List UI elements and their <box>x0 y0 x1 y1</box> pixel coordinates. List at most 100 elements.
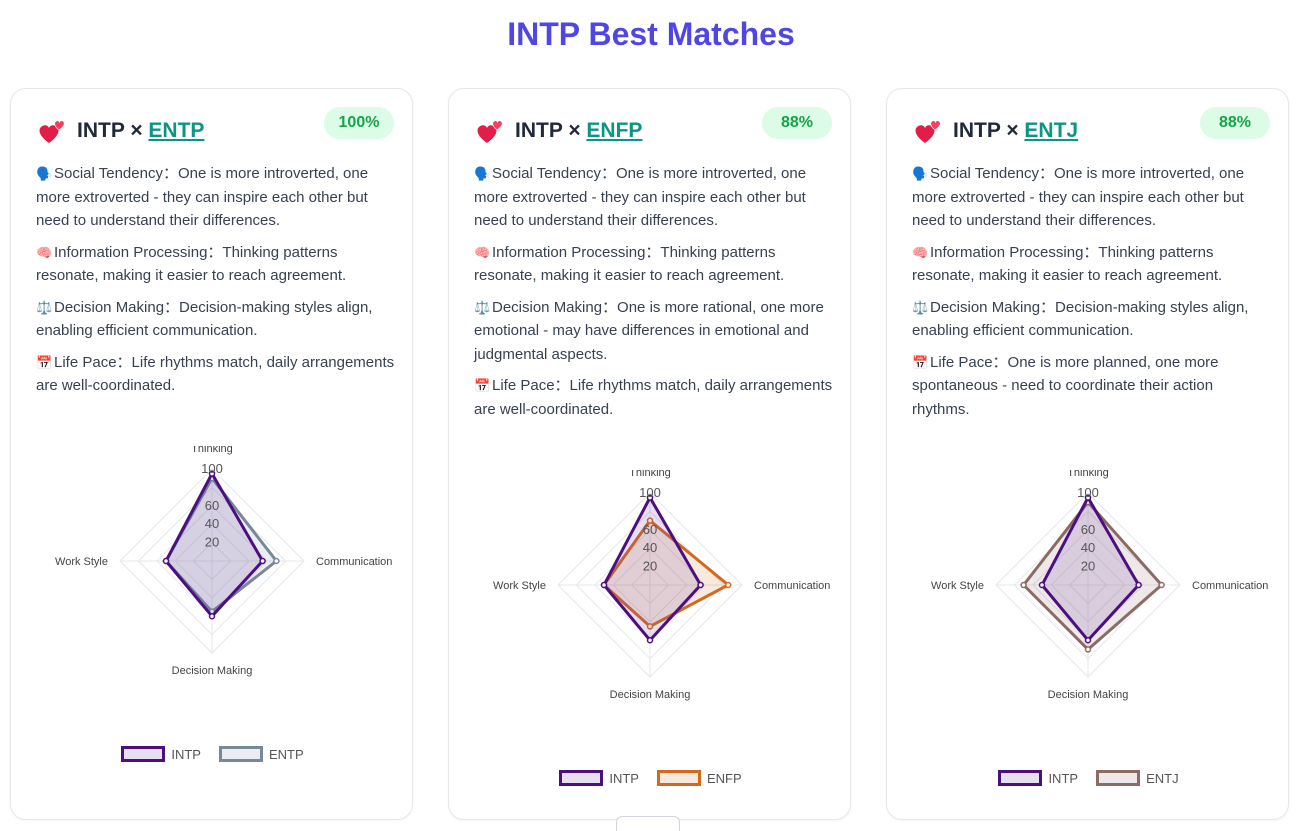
legend-item-entp[interactable]: ENTP <box>218 746 304 762</box>
card-header: INTP × ENTP <box>37 117 204 145</box>
chart-legend: INTP ENTJ <box>887 770 1290 786</box>
trait-information: 🧠 Information Processing：Thinking pattern… <box>474 241 834 288</box>
trait-life-pace: 📅 Life Pace：One is more planned, one more… <box>912 351 1272 422</box>
tick-label: 40 <box>205 516 219 531</box>
match-card-enfp: INTP × ENFP 88% 🗣️ Social Tendency：One is… <box>448 88 851 820</box>
page-title: INTP Best Matches <box>507 16 795 52</box>
data-point <box>208 612 216 620</box>
axis-label: Communication <box>754 580 830 592</box>
balance-scale-icon: ⚖️ <box>36 299 53 315</box>
radar-chart: 20 40 60 100 Thinking Communication Decision M… <box>931 470 1268 701</box>
data-point <box>1084 646 1092 653</box>
axis-label: Decision Making <box>610 689 691 701</box>
axis-label: Communication <box>316 556 392 568</box>
brain-icon: 🧠 <box>474 244 491 260</box>
legend-item-intp[interactable]: INTP <box>559 770 639 786</box>
data-point <box>646 494 654 501</box>
score-badge: 88% <box>762 107 832 139</box>
tick-label: 100 <box>201 461 223 476</box>
tick-label: 60 <box>205 498 219 513</box>
balance-scale-icon: ⚖️ <box>912 299 929 315</box>
trait-decision: ⚖️ Decision Making：One is more rational, … <box>474 296 834 367</box>
trait-list: 🗣️ Social Tendency：One is more introverte… <box>912 162 1272 429</box>
data-point <box>1084 494 1092 501</box>
legend-swatch <box>998 770 1043 786</box>
brain-icon: 🧠 <box>36 244 53 260</box>
match-type-link[interactable]: ENFP <box>586 119 643 142</box>
axis-label: Thinking <box>1067 470 1109 479</box>
calendar-icon: 📅 <box>36 354 53 370</box>
data-point <box>646 623 654 630</box>
tick-label: 40 <box>643 540 657 555</box>
legend-item-enfp[interactable]: ENFP <box>656 770 742 786</box>
tick-label: 60 <box>1081 522 1095 537</box>
tick-label: 100 <box>639 485 661 500</box>
score-badge: 100% <box>324 107 394 139</box>
data-point <box>273 557 280 565</box>
trait-decision: ⚖️ Decision Making：Decision-making styles… <box>912 296 1272 343</box>
trait-life-pace: 📅 Life Pace：Life rhythms match, daily arr… <box>36 351 396 398</box>
match-type-link[interactable]: ENTP <box>148 119 205 142</box>
legend-swatch <box>559 770 604 786</box>
legend-item-intp[interactable]: INTP <box>998 770 1078 786</box>
axis-label: Thinking <box>629 470 671 479</box>
data-point <box>1038 581 1046 589</box>
trait-social: 🗣️ Social Tendency：One is more introverte… <box>912 162 1272 233</box>
pair-title: INTP × ENFP <box>515 119 643 142</box>
trait-information: 🧠 Information Processing：Thinking pattern… <box>912 241 1272 288</box>
data-point <box>1084 636 1092 644</box>
trait-information: 🧠 Information Processing：Thinking pattern… <box>36 241 396 288</box>
chart-legend: INTP ENTP <box>11 746 414 762</box>
tick-label: 60 <box>643 522 657 537</box>
legend-swatch <box>656 770 701 786</box>
two-hearts-icon <box>39 120 65 143</box>
tick-label: 20 <box>205 535 219 550</box>
trait-list: 🗣️ Social Tendency：One is more introverte… <box>474 162 834 429</box>
radar-chart: 20 40 60 100 Thinking Communication Decision M… <box>55 446 392 677</box>
trait-social: 🗣️ Social Tendency：One is more introverte… <box>36 162 396 233</box>
axis-label: Work Style <box>931 580 984 592</box>
tick-label: 40 <box>1081 540 1095 555</box>
speaking-head-icon: 🗣️ <box>912 166 929 181</box>
data-point <box>1020 581 1027 589</box>
speaking-head-icon: 🗣️ <box>36 166 53 181</box>
balance-scale-icon: ⚖️ <box>474 299 491 315</box>
legend-swatch <box>121 746 166 762</box>
tick-label: 100 <box>1077 485 1099 500</box>
axis-label: Work Style <box>55 556 108 568</box>
data-point <box>646 517 654 524</box>
speaking-head-icon: 🗣️ <box>474 166 491 181</box>
data-point <box>162 557 170 565</box>
match-type-link[interactable]: ENTJ <box>1024 119 1079 142</box>
chart-legend: INTP ENFP <box>449 770 852 786</box>
data-point <box>1158 581 1165 589</box>
card-header: INTP × ENTJ <box>913 117 1078 145</box>
calendar-icon: 📅 <box>474 378 491 393</box>
data-point <box>1135 581 1142 589</box>
axis-label: Work Style <box>493 580 546 592</box>
tick-label: 20 <box>1081 559 1095 574</box>
brain-icon: 🧠 <box>912 244 929 260</box>
trait-life-pace: 📅 Life Pace：Life rhythms match, daily arr… <box>474 374 834 421</box>
legend-item-entj[interactable]: ENTJ <box>1096 770 1179 786</box>
two-hearts-icon <box>915 120 941 143</box>
tick-label: 20 <box>643 559 657 574</box>
score-badge: 88% <box>1200 107 1270 139</box>
calendar-icon: 📅 <box>912 354 929 370</box>
legend-swatch <box>1096 770 1141 786</box>
axis-label: Decision Making <box>172 665 253 677</box>
data-point <box>724 581 732 589</box>
pair-title: INTP × ENTP <box>77 119 205 142</box>
card-header: INTP × ENFP <box>475 117 642 145</box>
trait-decision: ⚖️ Decision Making：Decision-making styles… <box>36 296 396 343</box>
trait-list: 🗣️ Social Tendency：One is more introverte… <box>36 162 396 406</box>
match-card-entj: INTP × ENTJ 88% 🗣️ Social Tendency：One is… <box>886 88 1289 820</box>
pair-title: INTP × ENTJ <box>953 119 1079 142</box>
axis-label: Decision Making <box>1048 689 1129 701</box>
legend-item-intp[interactable]: INTP <box>121 746 201 762</box>
match-card-entp: INTP × ENTP 100% 🗣️ Social Tendency：One i… <box>10 88 413 820</box>
data-point <box>600 581 608 589</box>
data-point <box>208 470 216 477</box>
axis-label: Communication <box>1192 580 1268 592</box>
trait-social: 🗣️ Social Tendency：One is more introverte… <box>474 162 834 233</box>
